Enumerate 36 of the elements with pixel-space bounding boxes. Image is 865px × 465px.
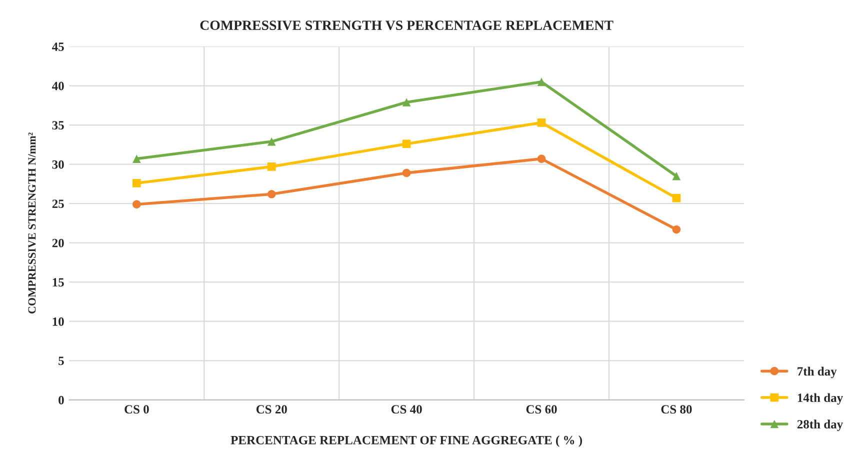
chart-title: COMPRESSIVE STRENGTH VS PERCENTAGE REPLACEMENT [200, 20, 614, 30]
y-tick-label: 25 [52, 200, 64, 208]
point [672, 194, 681, 202]
point [537, 154, 546, 163]
point [672, 172, 681, 180]
point [672, 225, 681, 234]
y-tick-label: 10 [52, 317, 64, 326]
point [537, 118, 546, 127]
point [267, 137, 276, 146]
x-tick-label: CS 0 [124, 405, 149, 414]
x-tick-label: CS 60 [526, 405, 557, 414]
y-tick-label: 0 [58, 396, 64, 404]
x-tick-label: CS 40 [391, 405, 422, 414]
y-tick-label: 30 [52, 160, 64, 169]
point [402, 140, 411, 148]
y-tick-label: 40 [52, 82, 64, 90]
legend-label: 14th day [798, 393, 843, 405]
legend-label: 7th day [798, 366, 837, 378]
point [132, 154, 141, 163]
point [132, 178, 141, 188]
point [537, 78, 546, 86]
x-tick-label: CS 80 [661, 405, 692, 414]
x-axis-title: PERCENTAGE REPLACEMENT OF FINE AGGREGATE ( % ) [230, 436, 582, 447]
y-tick-label: 35 [52, 121, 64, 130]
point [267, 162, 276, 171]
point [402, 98, 411, 106]
point [402, 168, 411, 178]
y-tick-label: 45 [52, 42, 64, 51]
y-tick-label: 5 [58, 356, 64, 366]
y-tick-label: 15 [52, 278, 64, 287]
y-axis-title: COMPRESSIVE STRENGTH N/mm² [28, 132, 36, 314]
point [267, 190, 276, 198]
x-tick-label: CS 20 [256, 405, 287, 414]
point [132, 200, 141, 209]
y-tick-label: 20 [52, 238, 64, 248]
legend-label: 28th day [797, 420, 843, 432]
